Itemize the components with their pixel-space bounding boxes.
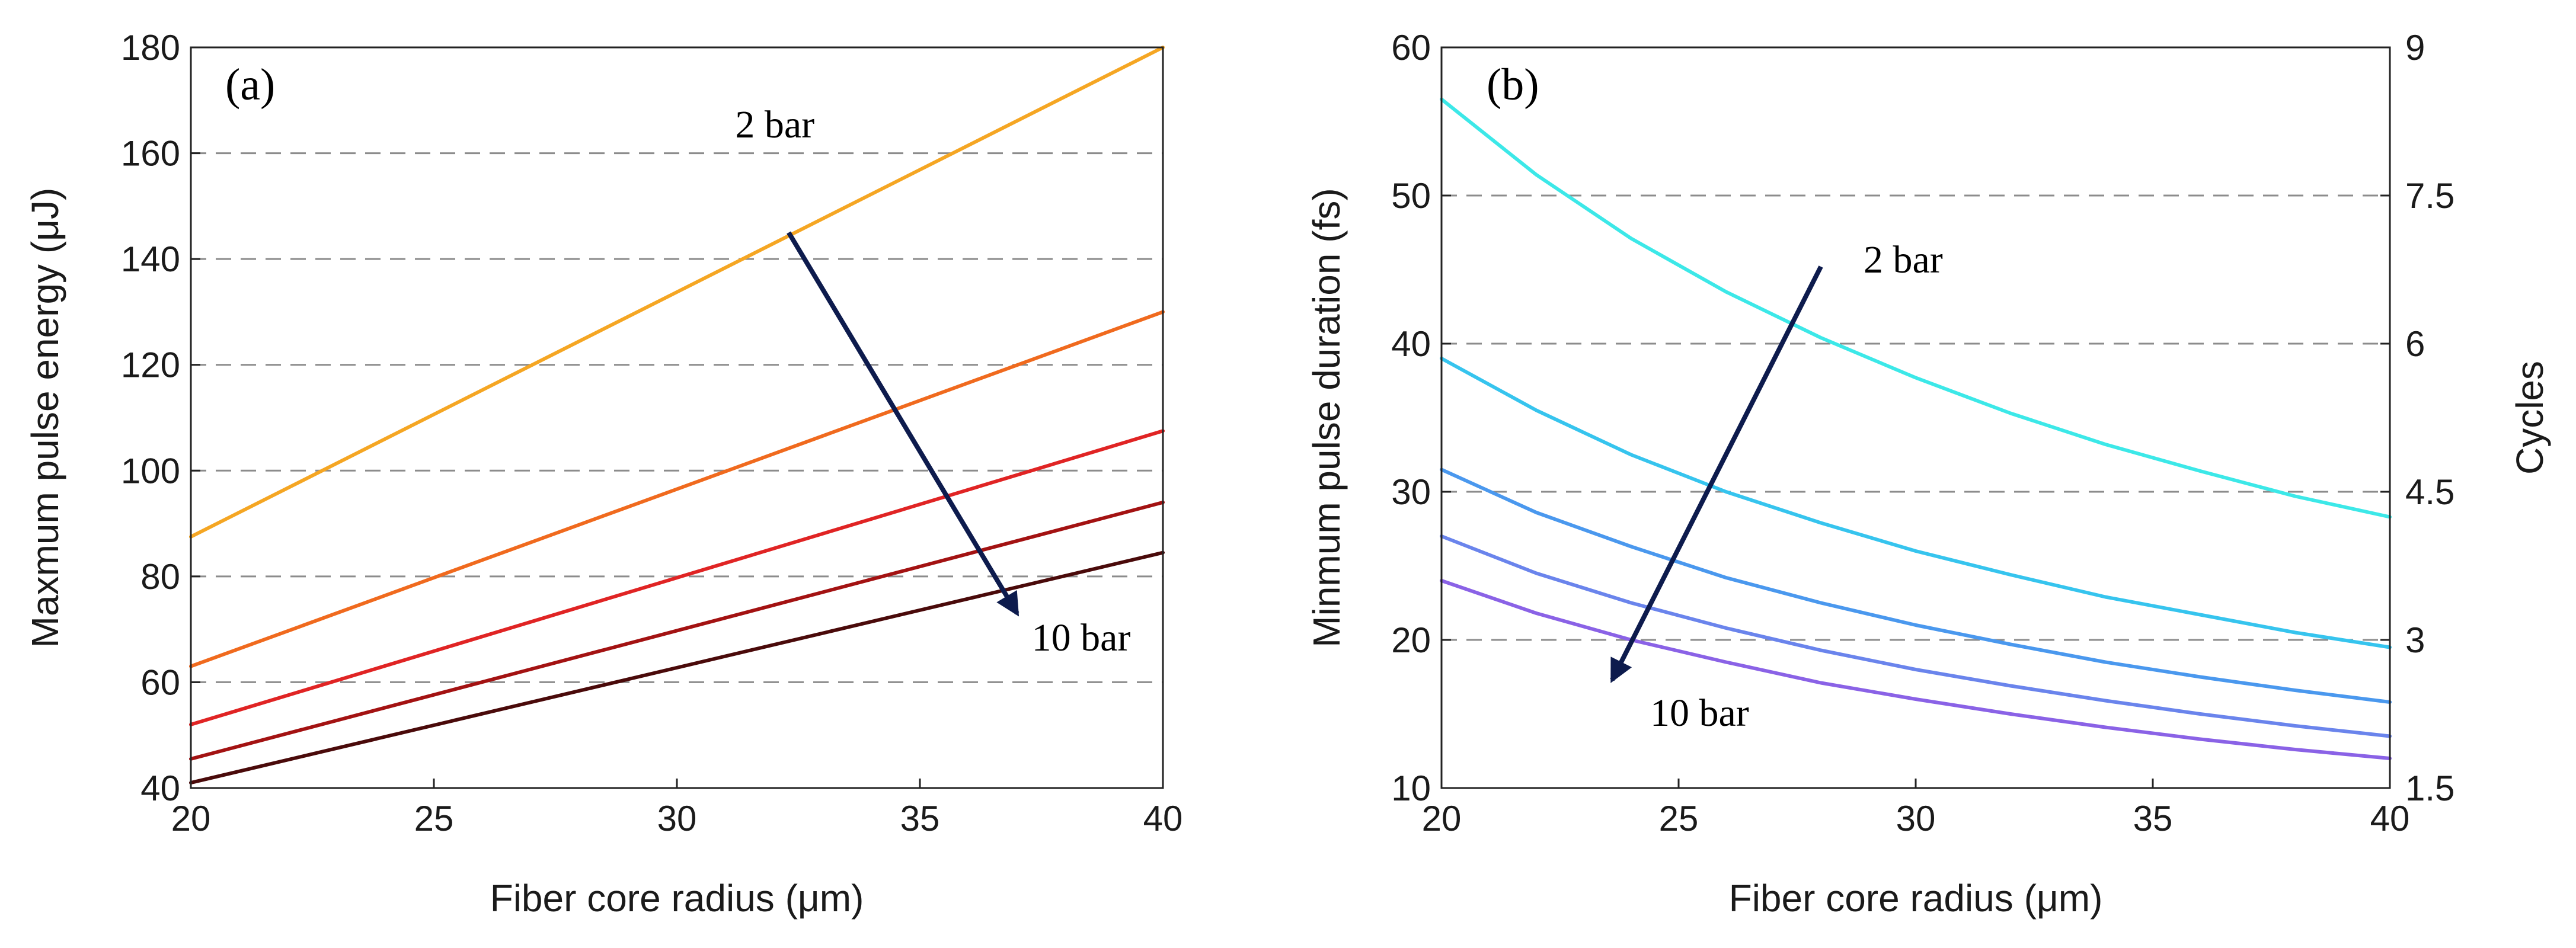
series-line-6-bar [1440, 467, 2392, 704]
panel-b-axes-frame [1440, 46, 2391, 789]
series-line-2-bar [189, 46, 1165, 539]
series-line-10-bar [189, 550, 1165, 785]
x-tick-label: 40 [1143, 799, 1183, 838]
right-y-tick-label: 6 [2405, 324, 2425, 364]
y-tick-label: 60 [140, 662, 180, 702]
x-tick-label: 25 [1659, 799, 1699, 838]
panel-b-right-y-ticks: 1.5 3 4.5 6 7.5 9 [2380, 28, 2454, 808]
y-tick-label: 10 [1391, 768, 1431, 808]
right-y-tick-label: 1.5 [2405, 768, 2454, 808]
series-line-10-bar [1440, 579, 2392, 760]
y-tick-label: 100 [121, 451, 180, 491]
series-line-8-bar [1440, 534, 2392, 738]
x-tick-label: 25 [414, 799, 454, 838]
panel-a-y-axis-label: Maxmum pulse energy (μJ) [24, 188, 66, 648]
panel-a-x-axis-label: Fiber core radius (μm) [490, 877, 864, 920]
y-tick-label: 160 [121, 134, 180, 174]
panel-b-right-y-axis-label: Cycles [2508, 361, 2551, 475]
y-tick-label: 40 [140, 768, 180, 808]
panel-a-trend-arrow [787, 231, 1019, 617]
series-line-4-bar [1440, 357, 2392, 649]
y-tick-label: 140 [121, 239, 180, 279]
panel-a-axes-frame [190, 46, 1164, 789]
panel-b-annotation-10-bar: 10 bar [1650, 691, 1749, 735]
x-tick-label: 30 [657, 799, 697, 838]
right-y-tick-label: 7.5 [2405, 176, 2454, 216]
panel-b-annotation-2-bar: 2 bar [1864, 238, 1943, 281]
x-tick-label: 30 [1896, 799, 1936, 838]
right-y-tick-label: 3 [2405, 620, 2425, 660]
series-line-4-bar [189, 310, 1165, 668]
panel-a-series [189, 46, 1165, 785]
panel-a: 20 25 30 35 40 40 60 80 100 120 140 160 180 (a) Fib… [24, 28, 1182, 920]
panel-b-label: (b) [1487, 60, 1539, 110]
panel-b-series [1440, 97, 2392, 760]
x-tick-label: 35 [900, 799, 940, 838]
right-y-tick-label: 9 [2405, 28, 2425, 68]
panel-a-annotation-10-bar: 10 bar [1032, 616, 1131, 659]
x-tick-label: 20 [1422, 799, 1462, 838]
panel-a-y-ticks: 40 60 80 100 120 140 160 180 [121, 28, 200, 808]
y-tick-label: 60 [1391, 28, 1431, 68]
panel-a-grid [191, 152, 1163, 683]
panel-b-y-ticks: 10 20 30 40 50 60 [1391, 28, 1451, 808]
x-tick-label: 35 [2133, 799, 2173, 838]
y-tick-label: 50 [1391, 176, 1431, 216]
series-line-2-bar [1440, 97, 2392, 519]
y-tick-label: 40 [1391, 324, 1431, 364]
panel-b-grid [1442, 194, 2390, 641]
x-tick-label: 40 [2370, 799, 2410, 838]
panel-b-y-axis-label: Minmum pulse duration (fs) [1305, 188, 1348, 647]
panel-b-x-axis-label: Fiber core radius (μm) [1729, 877, 2103, 920]
right-y-tick-label: 4.5 [2405, 472, 2454, 512]
series-line-8-bar [189, 500, 1165, 761]
y-tick-label: 120 [121, 345, 180, 385]
x-tick-label: 20 [171, 799, 211, 838]
panel-a-x-ticks: 20 25 30 35 40 [171, 779, 1183, 838]
panel-b-trend-arrow [1610, 265, 1823, 683]
y-tick-label: 180 [121, 28, 180, 68]
panel-a-annotation-2-bar: 2 bar [735, 103, 814, 146]
y-tick-label: 30 [1391, 472, 1431, 512]
panel-a-label: (a) [225, 60, 275, 110]
y-tick-label: 20 [1391, 620, 1431, 660]
y-tick-label: 80 [140, 557, 180, 597]
panel-b-x-ticks: 20 25 30 35 40 [1422, 779, 2410, 838]
series-line-6-bar [189, 429, 1165, 726]
